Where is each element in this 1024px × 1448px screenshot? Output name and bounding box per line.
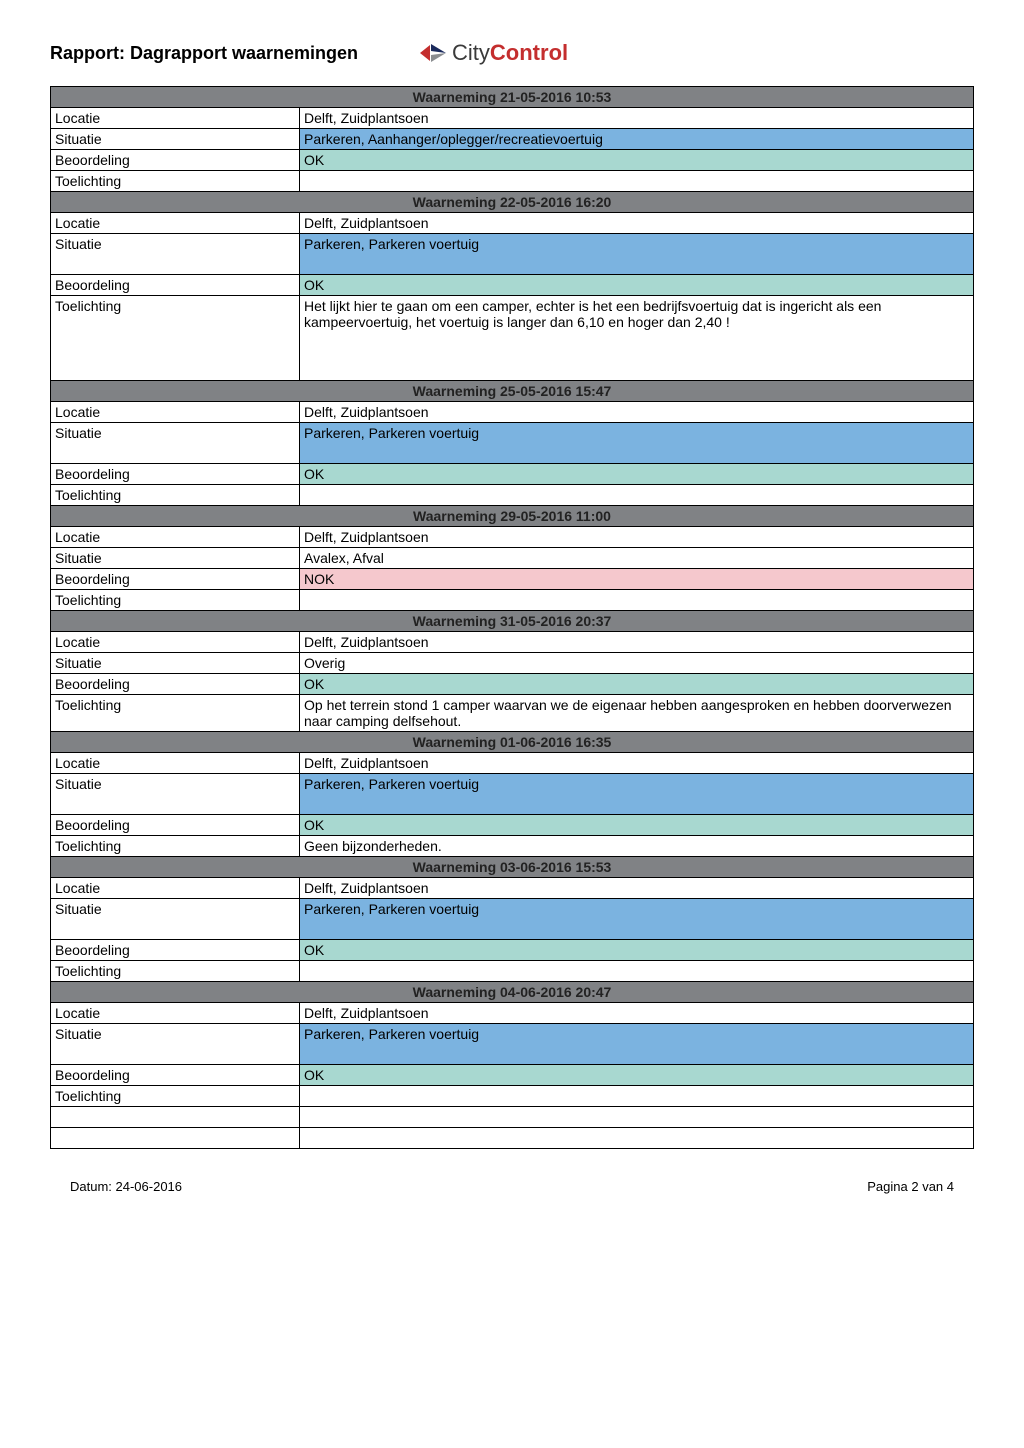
value-locatie: Delft, Zuidplantsoen: [300, 1003, 974, 1024]
value-toelichting: [300, 590, 974, 611]
label-beoordeling: Beoordeling: [51, 1065, 300, 1086]
value-situatie: Avalex, Afval: [300, 548, 974, 569]
label-toelichting: Toelichting: [51, 485, 300, 506]
blank-cell: [300, 1128, 974, 1149]
label-beoordeling: Beoordeling: [51, 569, 300, 590]
label-beoordeling: Beoordeling: [51, 464, 300, 485]
label-situatie: Situatie: [51, 1024, 300, 1065]
label-toelichting: Toelichting: [51, 961, 300, 982]
value-toelichting: [300, 171, 974, 192]
value-beoordeling: OK: [300, 674, 974, 695]
value-locatie: Delft, Zuidplantsoen: [300, 402, 974, 423]
observation-header: Waarneming 22-05-2016 16:20: [51, 192, 974, 213]
label-locatie: Locatie: [51, 527, 300, 548]
label-toelichting: Toelichting: [51, 171, 300, 192]
label-locatie: Locatie: [51, 753, 300, 774]
label-beoordeling: Beoordeling: [51, 275, 300, 296]
value-toelichting: [300, 1086, 974, 1107]
label-locatie: Locatie: [51, 632, 300, 653]
logo-text-city: City: [452, 40, 490, 66]
value-situatie: Parkeren, Parkeren voertuig: [300, 423, 974, 464]
label-situatie: Situatie: [51, 129, 300, 150]
value-locatie: Delft, Zuidplantsoen: [300, 753, 974, 774]
label-toelichting: Toelichting: [51, 695, 300, 732]
value-locatie: Delft, Zuidplantsoen: [300, 213, 974, 234]
logo-icon: [418, 42, 448, 64]
observation-header: Waarneming 29-05-2016 11:00: [51, 506, 974, 527]
value-locatie: Delft, Zuidplantsoen: [300, 878, 974, 899]
label-toelichting: Toelichting: [51, 836, 300, 857]
observations-table: Waarneming 21-05-2016 10:53LocatieDelft,…: [50, 86, 974, 1149]
value-locatie: Delft, Zuidplantsoen: [300, 632, 974, 653]
page-header: Rapport: Dagrapport waarnemingen CityCon…: [50, 40, 974, 66]
value-beoordeling: OK: [300, 940, 974, 961]
page-footer: Datum: 24-06-2016 Pagina 2 van 4: [50, 1179, 974, 1194]
label-situatie: Situatie: [51, 423, 300, 464]
value-situatie: Parkeren, Aanhanger/oplegger/recreatievo…: [300, 129, 974, 150]
label-toelichting: Toelichting: [51, 590, 300, 611]
blank-cell: [300, 1107, 974, 1128]
label-locatie: Locatie: [51, 402, 300, 423]
value-toelichting: [300, 485, 974, 506]
value-toelichting: Het lijkt hier te gaan om een camper, ec…: [300, 296, 974, 381]
label-locatie: Locatie: [51, 213, 300, 234]
label-situatie: Situatie: [51, 234, 300, 275]
observation-header: Waarneming 31-05-2016 20:37: [51, 611, 974, 632]
label-situatie: Situatie: [51, 899, 300, 940]
value-situatie: Parkeren, Parkeren voertuig: [300, 774, 974, 815]
value-locatie: Delft, Zuidplantsoen: [300, 108, 974, 129]
report-title: Rapport: Dagrapport waarnemingen: [50, 43, 358, 64]
observation-header: Waarneming 25-05-2016 15:47: [51, 381, 974, 402]
value-toelichting: [300, 961, 974, 982]
observation-header: Waarneming 21-05-2016 10:53: [51, 87, 974, 108]
label-beoordeling: Beoordeling: [51, 674, 300, 695]
logo: CityControl: [418, 40, 568, 66]
footer-date: Datum: 24-06-2016: [70, 1179, 182, 1194]
value-toelichting: Op het terrein stond 1 camper waarvan we…: [300, 695, 974, 732]
value-beoordeling: NOK: [300, 569, 974, 590]
value-beoordeling: OK: [300, 464, 974, 485]
value-situatie: Parkeren, Parkeren voertuig: [300, 1024, 974, 1065]
value-beoordeling: OK: [300, 275, 974, 296]
label-beoordeling: Beoordeling: [51, 940, 300, 961]
label-beoordeling: Beoordeling: [51, 150, 300, 171]
label-locatie: Locatie: [51, 878, 300, 899]
blank-cell: [51, 1128, 300, 1149]
label-situatie: Situatie: [51, 548, 300, 569]
value-beoordeling: OK: [300, 1065, 974, 1086]
label-situatie: Situatie: [51, 774, 300, 815]
label-locatie: Locatie: [51, 1003, 300, 1024]
footer-page: Pagina 2 van 4: [867, 1179, 954, 1194]
label-locatie: Locatie: [51, 108, 300, 129]
observation-header: Waarneming 03-06-2016 15:53: [51, 857, 974, 878]
value-toelichting: Geen bijzonderheden.: [300, 836, 974, 857]
observation-header: Waarneming 04-06-2016 20:47: [51, 982, 974, 1003]
value-situatie: Parkeren, Parkeren voertuig: [300, 234, 974, 275]
observation-header: Waarneming 01-06-2016 16:35: [51, 732, 974, 753]
label-toelichting: Toelichting: [51, 296, 300, 381]
value-locatie: Delft, Zuidplantsoen: [300, 527, 974, 548]
value-situatie: Parkeren, Parkeren voertuig: [300, 899, 974, 940]
label-toelichting: Toelichting: [51, 1086, 300, 1107]
value-beoordeling: OK: [300, 815, 974, 836]
label-beoordeling: Beoordeling: [51, 815, 300, 836]
value-situatie: Overig: [300, 653, 974, 674]
blank-cell: [51, 1107, 300, 1128]
value-beoordeling: OK: [300, 150, 974, 171]
label-situatie: Situatie: [51, 653, 300, 674]
logo-text-control: Control: [490, 40, 568, 66]
